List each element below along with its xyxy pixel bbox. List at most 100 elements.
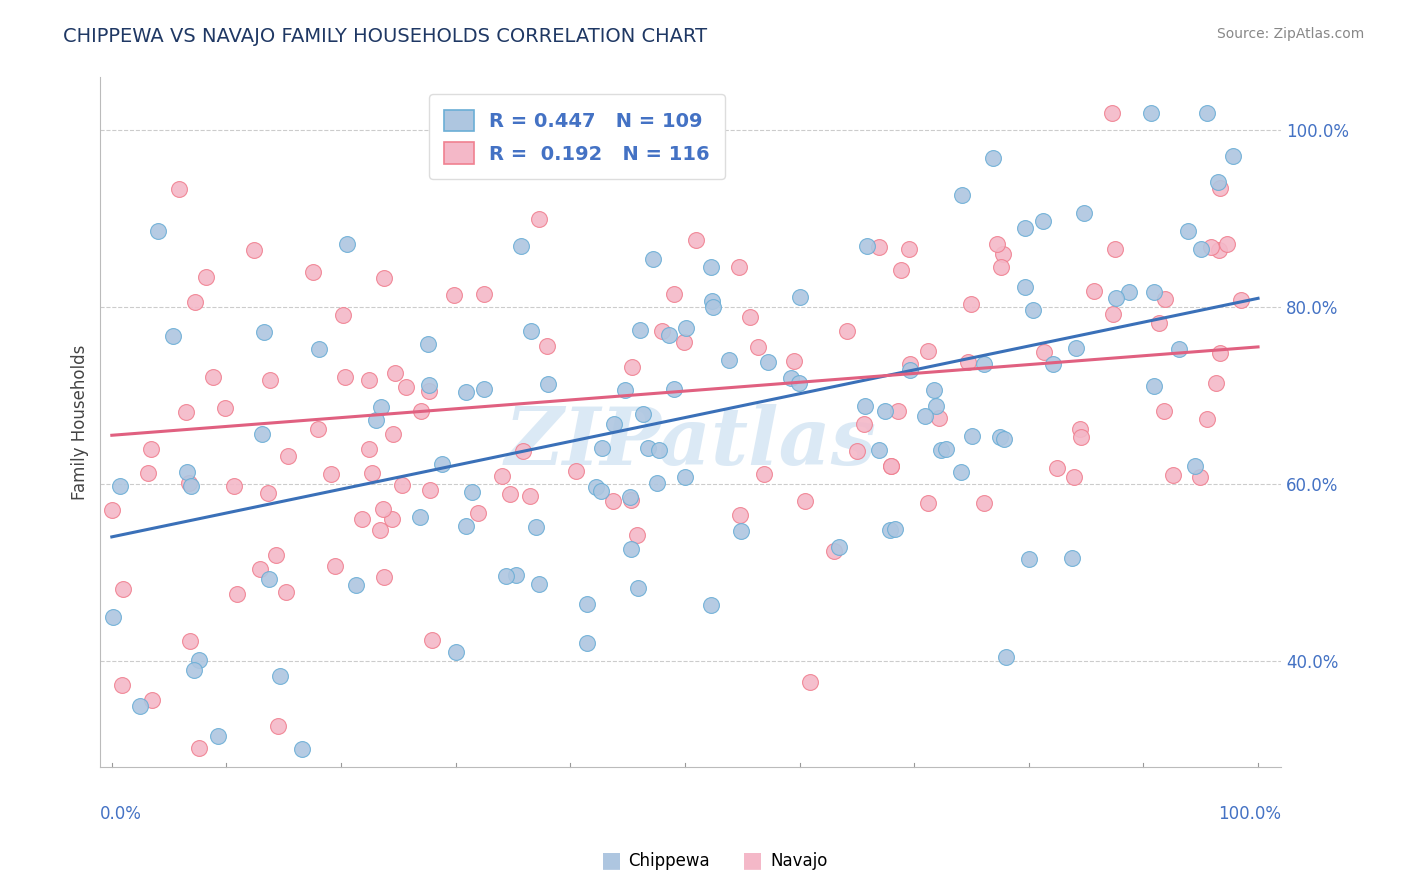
- Point: [1199, 240, 1222, 254]
- Text: 100.0%: 100.0%: [1218, 805, 1281, 823]
- Point: [1032, 345, 1054, 359]
- Point: [176, 466, 198, 480]
- Point: [738, 310, 761, 325]
- Point: [645, 476, 668, 491]
- Point: [1168, 342, 1191, 356]
- Point: [162, 329, 184, 343]
- Point: [576, 597, 599, 611]
- Point: [648, 443, 671, 458]
- Point: [250, 427, 273, 442]
- Point: [700, 599, 723, 613]
- Point: [928, 411, 950, 425]
- Point: [789, 290, 811, 304]
- Point: [960, 296, 983, 310]
- Point: [1143, 379, 1166, 393]
- Point: [890, 262, 912, 277]
- Point: [637, 442, 659, 456]
- Point: [1014, 280, 1036, 294]
- Point: [1032, 214, 1054, 228]
- Point: [853, 417, 876, 432]
- Point: [1046, 461, 1069, 475]
- Point: [491, 468, 513, 483]
- Point: [1206, 174, 1229, 188]
- Point: [747, 340, 769, 354]
- Point: [454, 384, 477, 399]
- Point: [391, 478, 413, 492]
- Point: [793, 494, 815, 508]
- Point: [973, 495, 995, 509]
- Point: [664, 286, 686, 301]
- Point: [973, 357, 995, 371]
- Point: [499, 487, 522, 501]
- Point: [1153, 404, 1175, 418]
- Point: [364, 412, 387, 426]
- Point: [1215, 236, 1237, 251]
- Text: 0.0%: 0.0%: [100, 805, 142, 823]
- Point: [243, 243, 266, 257]
- Point: [207, 729, 229, 743]
- Point: [922, 383, 945, 397]
- Point: [675, 321, 697, 335]
- Point: [619, 490, 641, 504]
- Point: [373, 570, 395, 584]
- Point: [950, 188, 973, 202]
- Point: [180, 479, 202, 493]
- Point: [179, 634, 201, 648]
- Point: [875, 404, 897, 418]
- Point: [264, 548, 287, 562]
- Point: [307, 422, 329, 436]
- Point: [853, 399, 876, 413]
- Text: Navajo: Navajo: [770, 852, 828, 870]
- Point: [381, 512, 404, 526]
- Point: [856, 238, 879, 252]
- Point: [1153, 292, 1175, 306]
- Point: [917, 344, 939, 359]
- Point: [1073, 206, 1095, 220]
- Point: [308, 342, 330, 356]
- Point: [409, 404, 432, 418]
- Point: [418, 337, 440, 351]
- Point: [148, 224, 170, 238]
- Point: [956, 354, 979, 368]
- Point: [880, 458, 903, 473]
- Point: [536, 338, 558, 352]
- Point: [350, 512, 373, 526]
- Point: [756, 355, 779, 369]
- Point: [626, 528, 648, 542]
- Point: [828, 540, 851, 554]
- Point: [382, 427, 405, 442]
- Point: [950, 465, 973, 479]
- Point: [495, 569, 517, 583]
- Point: [789, 376, 811, 390]
- Y-axis label: Family Households: Family Households: [72, 344, 89, 500]
- Legend: R = 0.447   N = 109, R =  0.192   N = 116: R = 0.447 N = 109, R = 0.192 N = 116: [429, 94, 725, 179]
- Point: [993, 432, 1015, 446]
- Text: ZIPatlas: ZIPatlas: [505, 404, 877, 482]
- Point: [887, 404, 910, 418]
- Point: [267, 719, 290, 733]
- Point: [101, 503, 124, 517]
- Point: [981, 151, 1004, 165]
- Point: [274, 585, 297, 599]
- Point: [527, 212, 550, 227]
- Point: [384, 366, 406, 380]
- Point: [1104, 291, 1126, 305]
- Text: ■: ■: [602, 850, 621, 870]
- Point: [370, 400, 392, 414]
- Point: [730, 524, 752, 539]
- Point: [673, 470, 696, 484]
- Point: [1147, 316, 1170, 330]
- Point: [520, 324, 543, 338]
- Point: [224, 479, 246, 493]
- Point: [868, 442, 890, 457]
- Text: Source: ZipAtlas.com: Source: ZipAtlas.com: [1216, 27, 1364, 41]
- Point: [472, 287, 495, 301]
- Point: [1184, 458, 1206, 473]
- Point: [188, 653, 211, 667]
- Point: [357, 442, 380, 456]
- Point: [1161, 467, 1184, 482]
- Point: [1083, 284, 1105, 298]
- Point: [868, 240, 890, 254]
- Point: [993, 247, 1015, 261]
- Point: [519, 489, 541, 503]
